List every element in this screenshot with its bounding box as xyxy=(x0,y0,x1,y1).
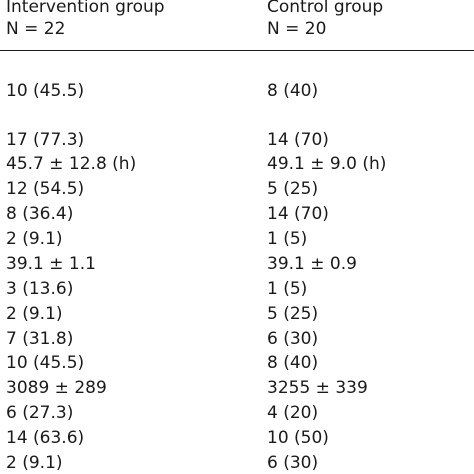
control-group-title: Control group xyxy=(267,0,384,17)
intervention-cell: 3 (13.6) xyxy=(6,279,74,299)
intervention-cell: 39.1 ± 1.1 xyxy=(6,254,96,274)
intervention-cell: 10 (45.5) xyxy=(6,353,85,373)
intervention-cell: 3089 ± 289 xyxy=(6,378,107,398)
intervention-cell: 7 (31.8) xyxy=(6,329,74,349)
intervention-cell: 2 (9.1) xyxy=(6,453,63,473)
intervention-cell: 8 (36.4) xyxy=(6,204,74,224)
control-cell: 14 (70) xyxy=(267,204,329,224)
table-row: 45.7 ± 12.8 (h) 49.1 ± 9.0 (h) xyxy=(0,153,474,175)
table-row: 2 (9.1) 5 (25) xyxy=(0,303,474,325)
control-cell: 49.1 ± 9.0 (h) xyxy=(267,154,387,174)
intervention-cell: 2 (9.1) xyxy=(6,304,63,324)
intervention-cell: 45.7 ± 12.8 (h) xyxy=(6,154,137,174)
intervention-cell: 14 (63.6) xyxy=(6,428,85,448)
table-row: 17 (77.3) 14 (70) xyxy=(0,129,474,151)
control-cell: 5 (25) xyxy=(267,304,319,324)
intervention-cell: 10 (45.5) xyxy=(6,81,85,101)
table-row: 39.1 ± 1.1 39.1 ± 0.9 xyxy=(0,253,474,275)
intervention-cell: 17 (77.3) xyxy=(6,130,85,150)
table-row: 8 (36.4) 14 (70) xyxy=(0,203,474,225)
table-row: 12 (54.5) 5 (25) xyxy=(0,178,474,200)
control-cell: 10 (50) xyxy=(267,428,329,448)
table-row: 3089 ± 289 3255 ± 339 xyxy=(0,377,474,399)
control-cell: 8 (40) xyxy=(267,353,319,373)
control-cell: 39.1 ± 0.9 xyxy=(267,254,357,274)
control-cell: 3255 ± 339 xyxy=(267,378,368,398)
control-cell: 1 (5) xyxy=(267,229,308,249)
header-divider xyxy=(0,50,474,51)
table-row: 7 (31.8) 6 (30) xyxy=(0,328,474,350)
control-cell: 14 (70) xyxy=(267,130,329,150)
control-cell: 1 (5) xyxy=(267,279,308,299)
table-row: 2 (9.1) 1 (5) xyxy=(0,228,474,250)
intervention-cell: 12 (54.5) xyxy=(6,179,85,199)
control-cell: 8 (40) xyxy=(267,81,319,101)
control-cell: 6 (30) xyxy=(267,453,319,473)
intervention-cell: 2 (9.1) xyxy=(6,229,63,249)
table-row: 14 (63.6) 10 (50) xyxy=(0,427,474,449)
intervention-cell: 6 (27.3) xyxy=(6,403,74,423)
control-group-n: N = 20 xyxy=(267,19,327,39)
control-cell: 6 (30) xyxy=(267,329,319,349)
table-row: 10 (45.5) 8 (40) xyxy=(0,352,474,374)
control-header: Control group N = 20 xyxy=(267,0,383,40)
table-row: 3 (13.6) 1 (5) xyxy=(0,278,474,300)
table-row: 10 (45.5) 8 (40) xyxy=(0,80,474,102)
intervention-header: Intervention group N = 22 xyxy=(6,0,165,40)
table-row: 2 (9.1) 6 (30) xyxy=(0,452,474,474)
control-cell: 4 (20) xyxy=(267,403,319,423)
control-cell: 5 (25) xyxy=(267,179,319,199)
table-row: 6 (27.3) 4 (20) xyxy=(0,402,474,424)
intervention-group-title: Intervention group xyxy=(6,0,165,17)
intervention-group-n: N = 22 xyxy=(6,19,66,39)
table-header: Intervention group N = 22 Control group … xyxy=(0,0,474,46)
